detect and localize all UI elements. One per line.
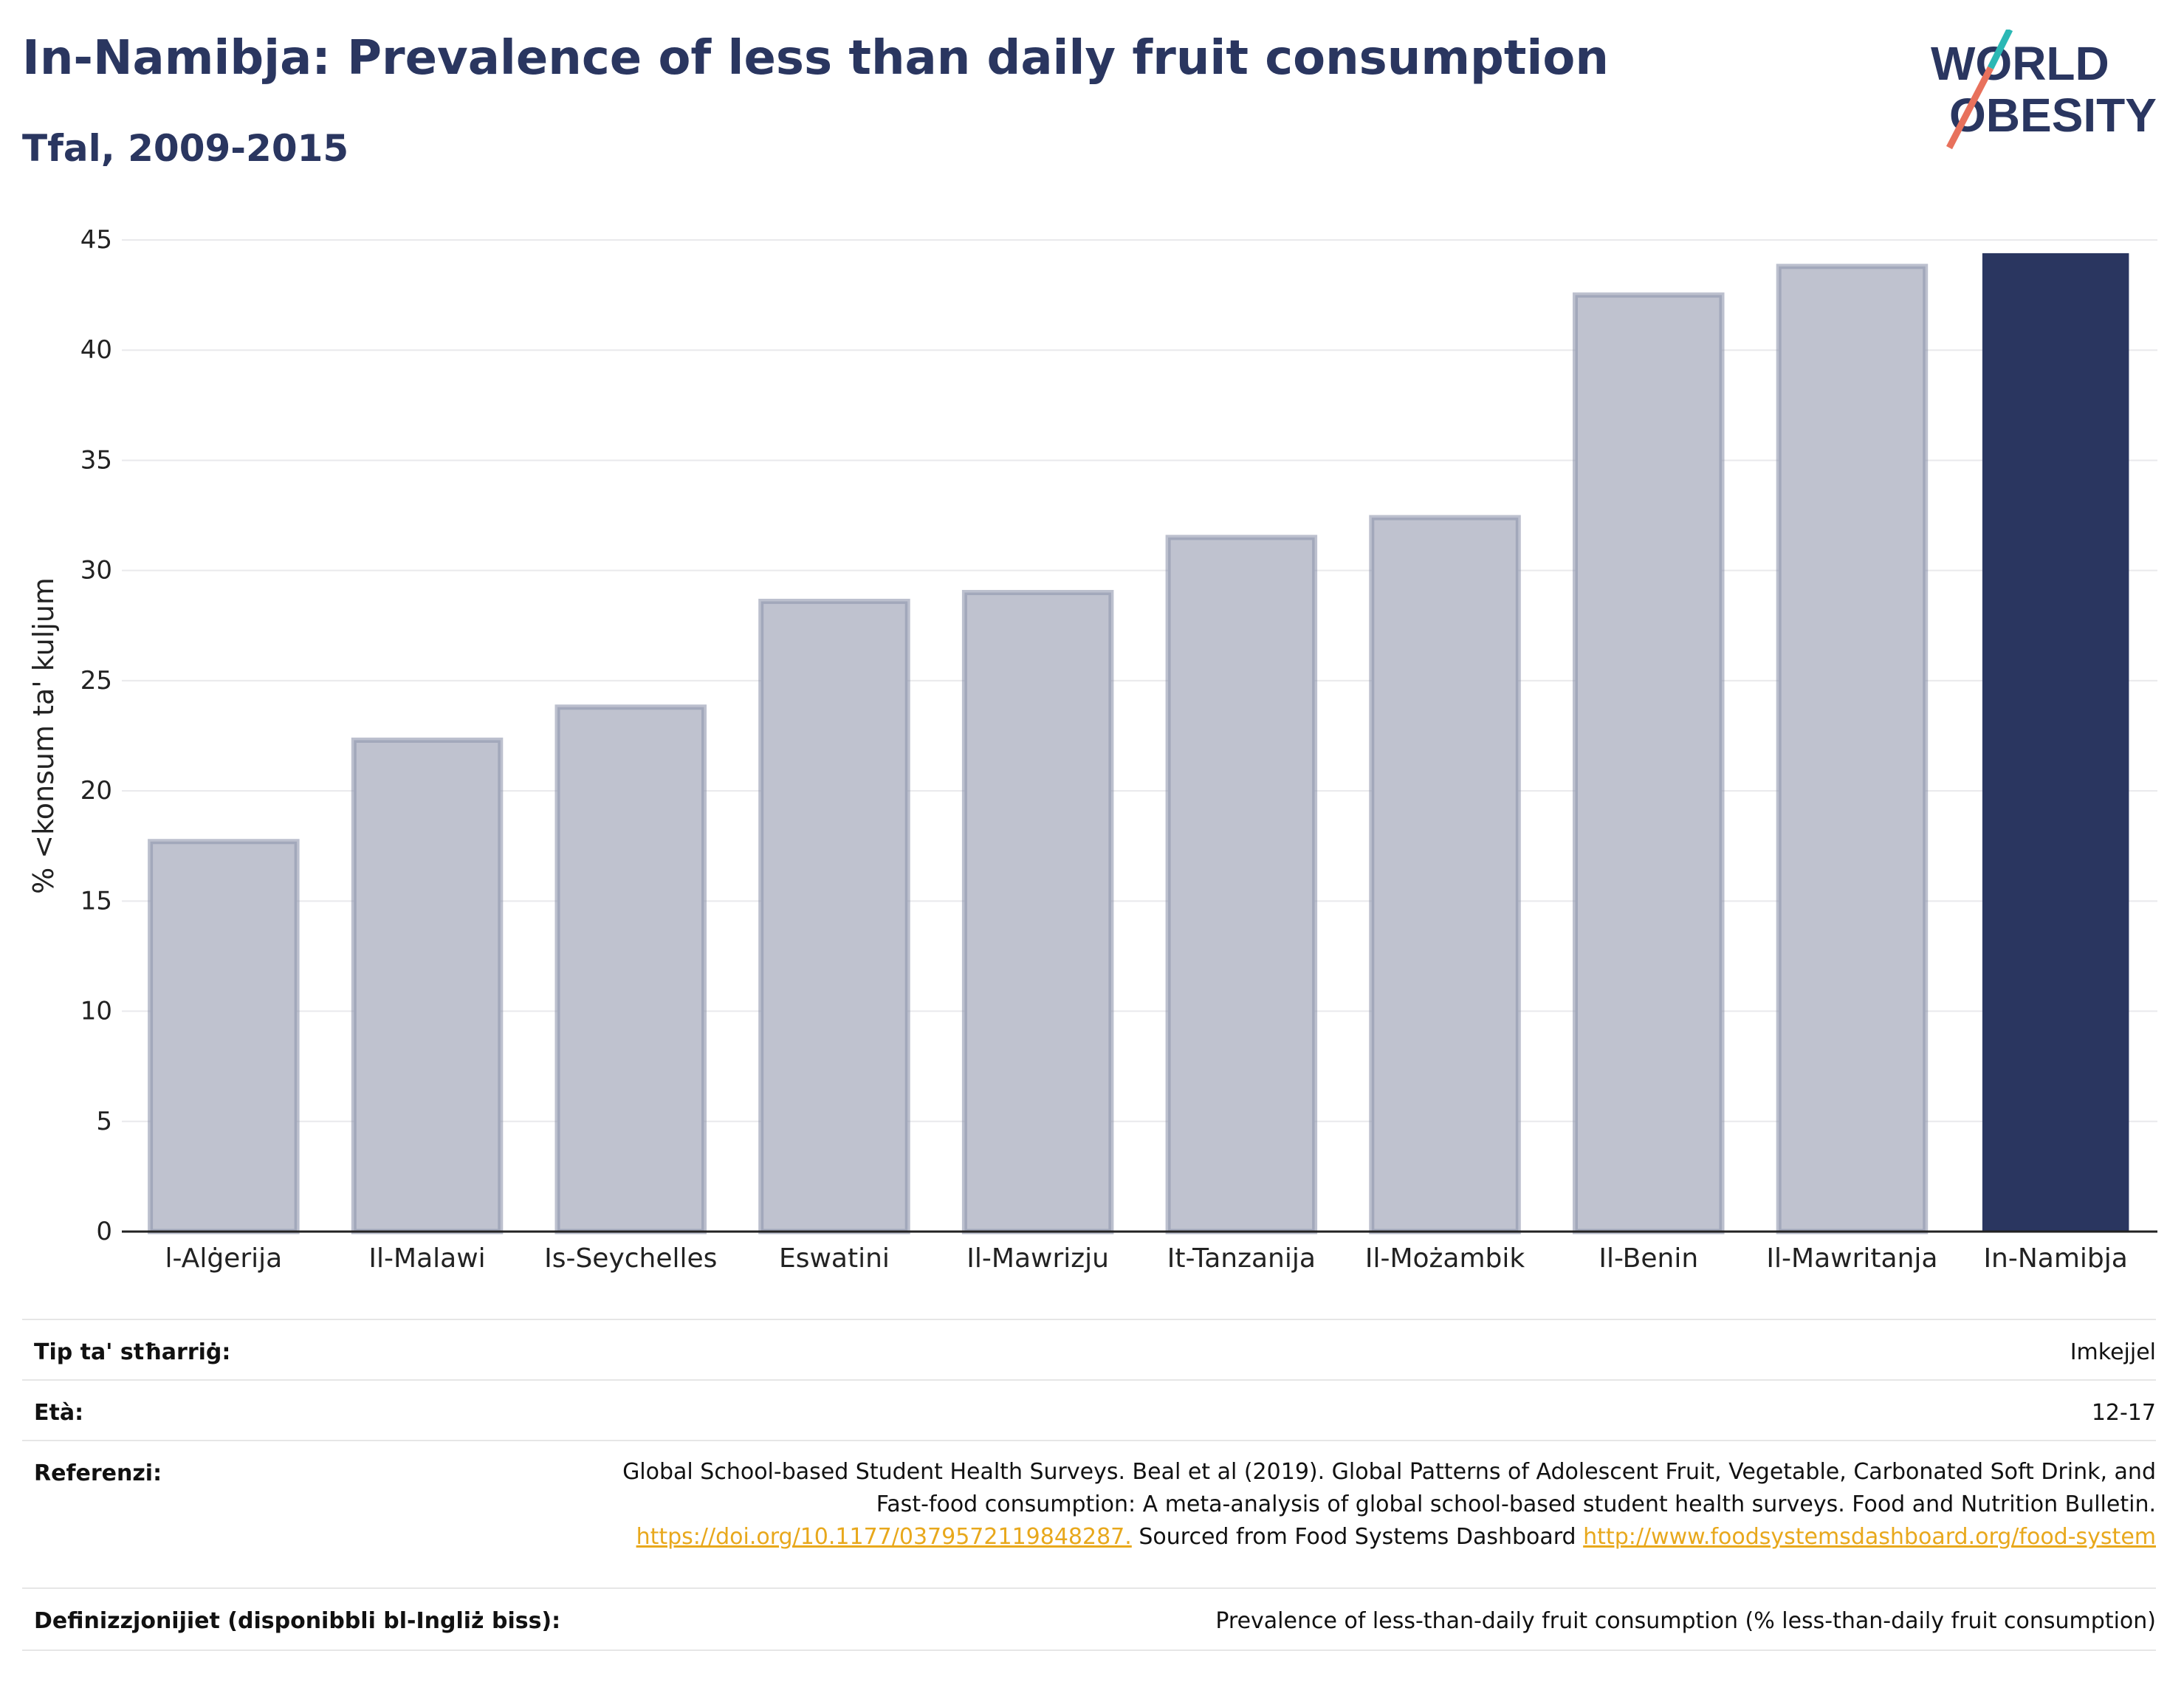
meta-row-age: Età: 12-17 (22, 1379, 2156, 1441)
y-tick-label: 10 (80, 997, 112, 1026)
bar (1982, 253, 2129, 1232)
bar (1369, 515, 1521, 1235)
x-tick-label: Il-Mawrizju (966, 1243, 1109, 1274)
y-tick-label: 20 (80, 776, 112, 806)
y-tick-label: 40 (80, 335, 112, 365)
y-tick-label: 30 (80, 556, 112, 586)
bar (1165, 535, 1318, 1235)
meta-label-survey-type: Tip ta' stħarriġ: (34, 1339, 231, 1365)
reference-text: Global School-based Student Health Surve… (622, 1459, 2156, 1517)
meta-value-definitions: Prevalence of less-than-daily fruit cons… (1215, 1608, 2156, 1634)
x-tick-label: Il-Możambik (1365, 1243, 1525, 1274)
meta-row-definitions: Definizzjonijiet (disponibbli bl-Ingliż … (22, 1587, 2156, 1651)
x-tick-label: Il-Benin (1598, 1243, 1698, 1274)
meta-label-definitions: Definizzjonijiet (disponibbli bl-Ingliż … (34, 1608, 561, 1634)
logo-line-2: OBESITY (1949, 89, 2157, 142)
bar (148, 839, 300, 1235)
reference-source-text: Sourced from Food Systems Dashboard (1139, 1524, 1576, 1550)
x-tick-label: It-Tanzanija (1167, 1243, 1316, 1274)
logo-line-1: WORLD (1931, 37, 2109, 90)
page-title: In-Namibja: Prevalence of less than dail… (22, 31, 1609, 86)
x-tick-label: Il-Mawritanja (1766, 1243, 1937, 1274)
y-tick-label: 0 (96, 1217, 112, 1246)
meta-value-references: Global School-based Student Health Surve… (576, 1456, 2156, 1553)
meta-label-references: Referenzi: (34, 1460, 162, 1486)
bar-chart: 0 5 10 15 20 25 30 35 40 45 % <konsum ta' kuljum l-… (27, 225, 2157, 1274)
bar (554, 704, 707, 1235)
y-tick-label: 35 (80, 445, 112, 475)
x-tick-label: Is-Seychelles (544, 1243, 717, 1274)
bar (758, 598, 910, 1235)
y-tick-label: 15 (80, 886, 112, 916)
meta-bottom-border (22, 1649, 2156, 1651)
x-tick-label: In-Namibja (1983, 1243, 2127, 1274)
page-subtitle: Tfal, 2009-2015 (22, 127, 349, 170)
x-tick-label: Il-Malawi (368, 1243, 485, 1274)
logo-slash-teal (1987, 30, 2013, 70)
metadata-table: Tip ta' stħarriġ: Imkejjel Età: 12-17 Re… (22, 1319, 2156, 1658)
bar (351, 737, 504, 1235)
world-obesity-logo: WORLD OBESITY (1931, 30, 2157, 150)
reference-dashboard-link[interactable]: http://www.foodsystemsdashboard.org/food… (1583, 1524, 2156, 1550)
y-axis-title: % <konsum ta' kuljum (27, 577, 60, 894)
meta-row-survey-type: Tip ta' stħarriġ: Imkejjel (22, 1319, 2156, 1381)
x-tick-label: l-Alġerija (165, 1243, 282, 1274)
reference-doi-link[interactable]: https://doi.org/10.1177/0379572119848287… (636, 1524, 1132, 1550)
meta-label-age: Età: (34, 1400, 84, 1426)
logo-slash-coral (1946, 66, 1994, 150)
y-tick-label: 25 (80, 666, 112, 696)
meta-row-references: Referenzi: Global School-based Student H… (22, 1440, 2156, 1589)
bar (1776, 264, 1929, 1235)
meta-value-survey-type: Imkejjel (2070, 1339, 2156, 1365)
bar (961, 590, 1114, 1235)
x-tick-label: Eswatini (779, 1243, 890, 1274)
y-tick-label: 45 (80, 225, 112, 255)
y-tick-label: 5 (96, 1107, 112, 1136)
meta-value-age: 12-17 (2091, 1400, 2156, 1426)
bar (1572, 292, 1725, 1235)
